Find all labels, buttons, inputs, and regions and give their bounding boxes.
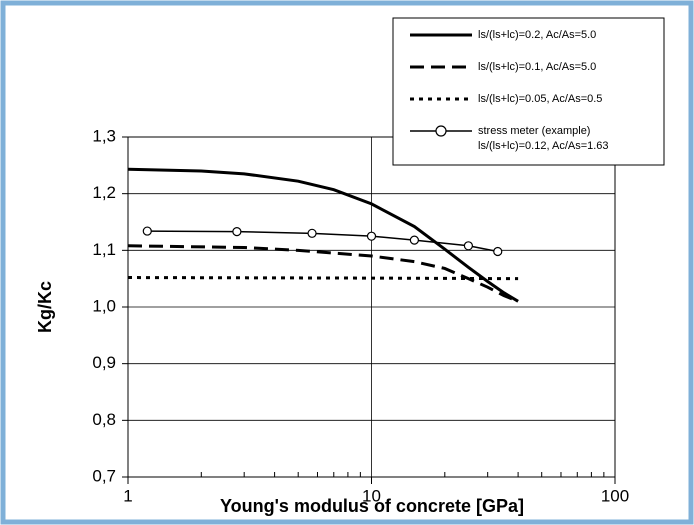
x-tick-label: 10 — [362, 486, 381, 505]
x-tick-label: 1 — [123, 486, 132, 505]
series-line — [127, 276, 519, 281]
x-axis-label: Young's modulus of concrete [GPa] — [220, 496, 524, 516]
marker — [463, 241, 473, 251]
series-line — [127, 167, 519, 303]
marker — [232, 227, 242, 237]
y-tick-label: 0,7 — [92, 466, 116, 485]
y-tick-label: 1,1 — [92, 240, 116, 259]
legend-marker — [435, 125, 447, 137]
y-tick-label: 0,9 — [92, 353, 116, 372]
plot-frame — [127, 136, 616, 478]
legend-label: ls/(ls+lc)=0.05, Ac/As=0.5 — [478, 93, 602, 105]
series-line — [127, 244, 519, 303]
marker — [409, 235, 419, 245]
legend-label: ls/(ls+lc)=0.1, Ac/As=5.0 — [478, 61, 596, 73]
x-tick-label: 100 — [601, 486, 629, 505]
legend: ls/(ls+lc)=0.2, Ac/As=5.0 ls/(ls+lc)=0.1,… — [392, 17, 665, 166]
marker — [142, 226, 152, 236]
marker — [493, 246, 503, 257]
y-tick-label: 0,8 — [92, 410, 116, 429]
y-tick-label: 1,3 — [92, 126, 116, 145]
marker — [307, 228, 317, 238]
y-tick-label: 1,0 — [92, 296, 116, 315]
y-axis-label: Kg/Kc — [35, 281, 55, 333]
marker — [366, 231, 377, 241]
y-tick-label: 1,2 — [92, 183, 116, 202]
legend-label: stress meter (example) ls/(ls+lc)=0.12, A… — [478, 125, 609, 152]
legend-box — [392, 17, 665, 166]
legend-label: ls/(ls+lc)=0.2, Ac/As=5.0 — [478, 29, 596, 41]
